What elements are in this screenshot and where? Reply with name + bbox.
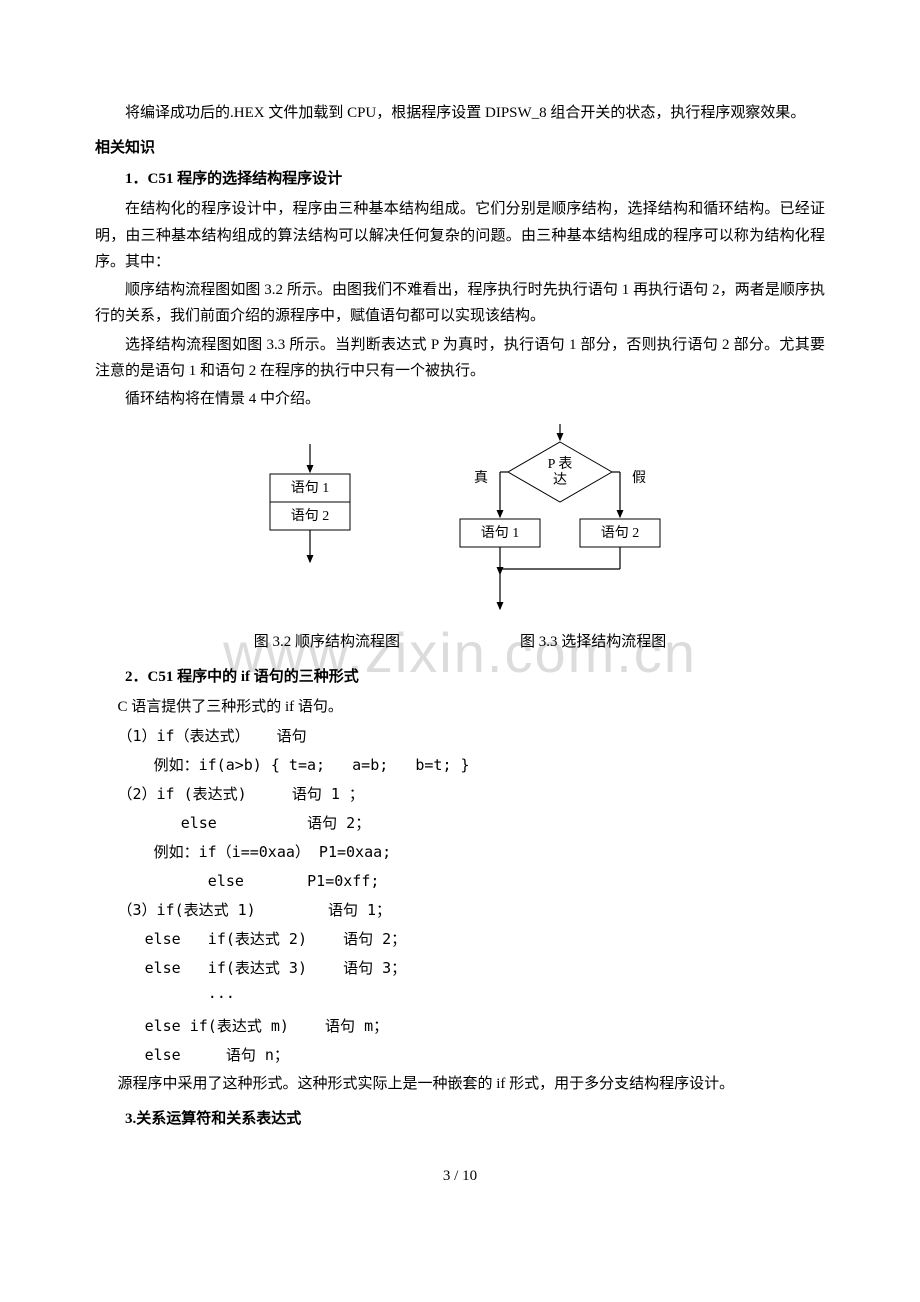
code-line-5: 例如：if（i==0xaa） P1=0xaa; (95, 839, 825, 866)
code-line-9: else if(表达式 3) 语句 3； (95, 955, 825, 982)
page-content: 将编译成功后的.HEX 文件加载到 CPU，根据程序设置 DIPSW_8 组合开… (0, 0, 920, 1225)
heading-1: 1．C51 程序的选择结构程序设计 (95, 167, 825, 188)
sel-true-label: 语句 1 (481, 525, 520, 541)
heading-2: 2．C51 程序中的 if 语句的三种形式 (95, 665, 825, 686)
para-6: C 语言提供了三种形式的 if 语句。 (95, 694, 825, 720)
selection-flowchart: P 表 达 真 假 语句 1 语句 2 (460, 424, 660, 609)
para-4: 选择结构流程图如图 3.3 所示。当判断表达式 P 为真时，执行语句 1 部分，… (95, 332, 825, 385)
code-line-10: ··· (95, 984, 825, 1011)
code-line-8: else if(表达式 2) 语句 2； (95, 926, 825, 953)
code-line-1: （1）if（表达式） 语句 (95, 723, 825, 750)
false-label: 假 (632, 470, 646, 486)
code-line-11: else if(表达式 m) 语句 m； (95, 1013, 825, 1040)
flowchart-diagrams: 语句 1 语句 2 P 表 达 真 假 (95, 424, 825, 624)
code-line-7: （3）if(表达式 1) 语句 1； (95, 897, 825, 924)
page-footer: 3 / 10 (95, 1168, 825, 1185)
caption-sel: 图 3.3 选择结构流程图 (520, 630, 666, 651)
true-label: 真 (474, 470, 488, 486)
sel-false-label: 语句 2 (601, 525, 640, 541)
code-line-2: 例如：if(a>b) { t=a; a=b; b=t; } (95, 752, 825, 779)
para-5: 循环结构将在情景 4 中介绍。 (95, 386, 825, 412)
code-line-6: else P1=0xff; (95, 868, 825, 895)
para-3: 顺序结构流程图如图 3.2 所示。由图我们不难看出，程序执行时先执行语句 1 再… (95, 277, 825, 330)
heading-3: 3.关系运算符和关系表达式 (95, 1107, 825, 1128)
diamond-label2: 达 (553, 472, 567, 488)
caption-seq: 图 3.2 顺序结构流程图 (254, 630, 400, 651)
seq-box1-label: 语句 1 (291, 480, 330, 496)
diamond-label1: P 表 (548, 456, 573, 472)
code-line-3: （2）if (表达式) 语句 1 ； (95, 781, 825, 808)
seq-box2-label: 语句 2 (291, 508, 330, 524)
code-line-12: else 语句 n； (95, 1042, 825, 1069)
heading-related: 相关知识 (95, 136, 825, 157)
para-intro: 将编译成功后的.HEX 文件加载到 CPU，根据程序设置 DIPSW_8 组合开… (95, 100, 825, 126)
sequence-flowchart: 语句 1 语句 2 (270, 444, 350, 562)
para-2: 在结构化的程序设计中，程序由三种基本结构组成。它们分别是顺序结构，选择结构和循环… (95, 196, 825, 275)
flowchart-svg: 语句 1 语句 2 P 表 达 真 假 (200, 424, 720, 624)
para-7: 源程序中采用了这种形式。这种形式实际上是一种嵌套的 if 形式，用于多分支结构程… (95, 1071, 825, 1097)
code-line-4: else 语句 2； (95, 810, 825, 837)
diagram-captions: 图 3.2 顺序结构流程图 图 3.3 选择结构流程图 (95, 630, 825, 651)
